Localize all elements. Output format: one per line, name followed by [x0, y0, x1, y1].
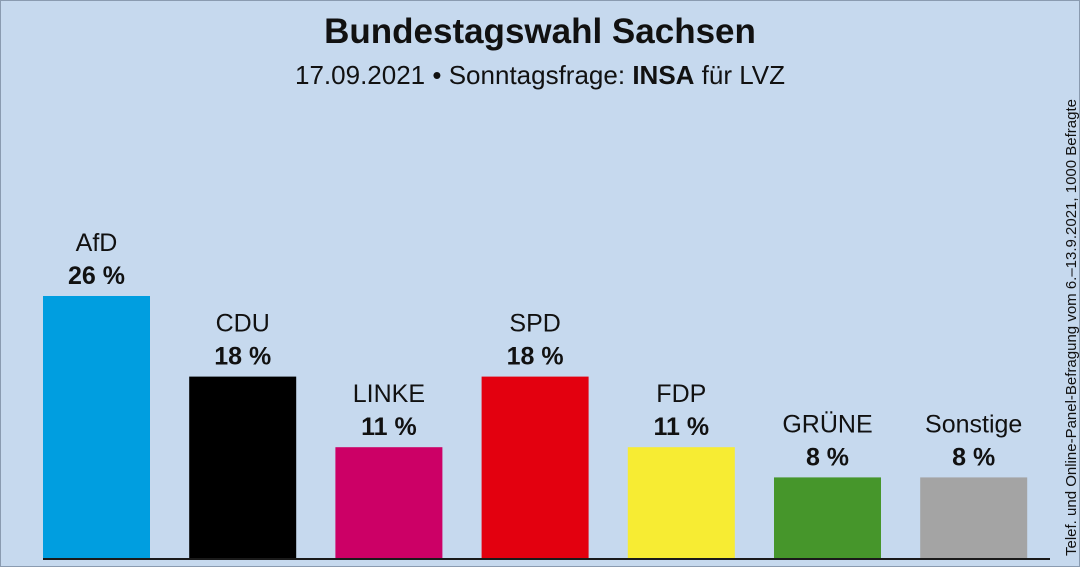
bar-linke [335, 447, 443, 558]
category-label-afd: AfD [76, 229, 118, 257]
value-label-cdu: 18 % [214, 343, 271, 371]
value-label-fdp: 11 % [653, 413, 709, 441]
chart-title: Bundestagswahl Sachsen [324, 12, 756, 51]
bar-gr-ne [774, 477, 881, 558]
category-label-sonstige: Sonstige [925, 410, 1022, 438]
value-label-gr-ne: 8 % [806, 443, 849, 471]
value-label-linke: 11 % [361, 413, 417, 441]
bars-group: 26 % AfD 18 % CDU 11 % LINKE 18 % SPD 11 % FDP 8 %… [43, 229, 1028, 558]
bar-afd [43, 296, 150, 558]
bar-spd [481, 376, 589, 558]
value-label-afd: 26 % [68, 262, 125, 290]
category-label-spd: SPD [509, 310, 560, 338]
bar-cdu [189, 376, 297, 558]
chart-subtitle: 17.09.2021 • Sonntagsfrage: INSA für LVZ [0, 60, 1080, 91]
category-label-fdp: FDP [656, 380, 706, 408]
subtitle-institute: INSA [632, 60, 695, 90]
subtitle-suffix: für LVZ [701, 60, 785, 90]
subtitle-separator: • [432, 60, 442, 90]
value-label-sonstige: 8 % [952, 443, 995, 471]
category-label-gr-ne: GRÜNE [782, 410, 872, 438]
category-label-linke: LINKE [353, 380, 425, 408]
subtitle-date: 17.09.2021 [295, 60, 426, 90]
bar-sonstige [920, 477, 1028, 558]
subtitle-prefix: Sonntagsfrage: [448, 60, 626, 90]
bar-fdp [627, 447, 735, 558]
category-label-cdu: CDU [216, 310, 270, 338]
value-label-spd: 18 % [507, 343, 564, 371]
